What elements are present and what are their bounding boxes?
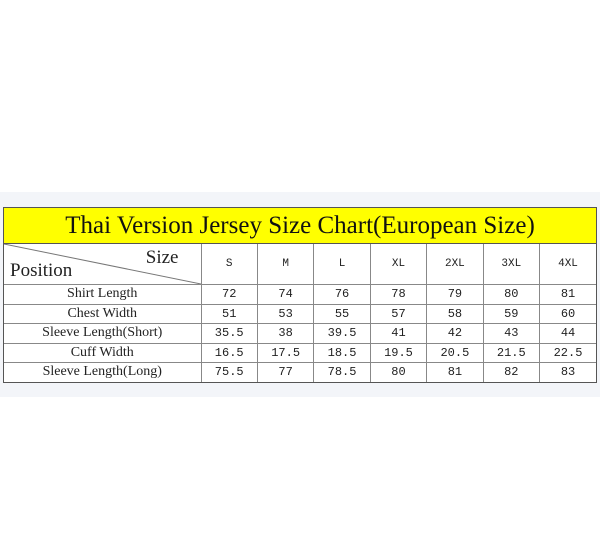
measurement-cell: 44 bbox=[539, 323, 596, 344]
measurement-cell: 80 bbox=[482, 284, 541, 305]
measurement-cell: 53 bbox=[256, 303, 315, 324]
measurement-cell: 81 bbox=[539, 284, 596, 305]
measurement-cell: 78 bbox=[369, 284, 428, 305]
diagonal-divider bbox=[4, 244, 201, 284]
corner-cell: Size Position bbox=[4, 244, 202, 285]
measurement-cell: 19.5 bbox=[369, 342, 428, 363]
measurement-cell: 80 bbox=[369, 362, 428, 382]
measurement-cell: 72 bbox=[200, 284, 258, 305]
measurement-cell: 43 bbox=[482, 323, 541, 344]
table-row: Shirt Length 72 74 76 78 79 80 81 bbox=[4, 284, 596, 305]
measurement-cell: 82 bbox=[482, 362, 541, 382]
measurement-cell: 76 bbox=[313, 284, 371, 305]
size-header-2xl: 2XL bbox=[426, 244, 484, 285]
measurement-cell: 20.5 bbox=[426, 342, 484, 363]
measurement-cell: 21.5 bbox=[482, 342, 541, 363]
measurement-cell: 77 bbox=[256, 362, 315, 382]
position-label: Position bbox=[10, 260, 73, 281]
measurement-cell: 17.5 bbox=[256, 342, 315, 363]
measurement-cell: 51 bbox=[200, 303, 258, 324]
size-header-4xl: 4XL bbox=[539, 244, 596, 285]
measurement-cell: 22.5 bbox=[539, 342, 596, 363]
row-label: Cuff Width bbox=[4, 342, 202, 363]
table-row: Sleeve Length(Long) 75.5 77 78.5 80 81 82 83 bbox=[4, 362, 596, 382]
measurement-cell: 60 bbox=[539, 303, 596, 324]
row-label: Sleeve Length(Short) bbox=[4, 323, 202, 344]
size-header-xl: XL bbox=[369, 244, 428, 285]
table-row: Sleeve Length(Short) 35.5 38 39.5 41 42 43 44 bbox=[4, 323, 596, 344]
size-header-m: M bbox=[256, 244, 315, 285]
measurement-cell: 35.5 bbox=[200, 323, 258, 344]
chart-title: Thai Version Jersey Size Chart(European … bbox=[4, 208, 596, 244]
table-row: Chest Width 51 53 55 57 58 59 60 bbox=[4, 303, 596, 324]
measurement-cell: 59 bbox=[482, 303, 541, 324]
measurement-cell: 78.5 bbox=[313, 362, 371, 382]
measurement-cell: 57 bbox=[369, 303, 428, 324]
row-label: Chest Width bbox=[4, 303, 202, 324]
measurement-cell: 39.5 bbox=[313, 323, 371, 344]
measurement-cell: 74 bbox=[256, 284, 315, 305]
measurement-cell: 83 bbox=[539, 362, 596, 382]
size-label: Size bbox=[145, 247, 179, 268]
measurement-cell: 41 bbox=[369, 323, 428, 344]
size-header-l: L bbox=[313, 244, 371, 285]
measurement-cell: 81 bbox=[426, 362, 484, 382]
measurement-cell: 75.5 bbox=[200, 362, 258, 382]
size-header-s: S bbox=[200, 244, 258, 285]
measurement-cell: 58 bbox=[426, 303, 484, 324]
measurement-cell: 79 bbox=[426, 284, 484, 305]
header-row: Size Position S M L XL 2XL 3XL 4XL bbox=[4, 244, 596, 285]
measurement-cell: 18.5 bbox=[313, 342, 371, 363]
size-table: Size Position S M L XL 2XL 3XL 4XL Shirt Lengt… bbox=[4, 244, 596, 382]
row-label: Shirt Length bbox=[4, 284, 202, 305]
measurement-cell: 55 bbox=[313, 303, 371, 324]
size-header-3xl: 3XL bbox=[482, 244, 541, 285]
measurement-cell: 38 bbox=[256, 323, 315, 344]
row-label: Sleeve Length(Long) bbox=[4, 362, 202, 382]
measurement-cell: 42 bbox=[426, 323, 484, 344]
size-chart: Thai Version Jersey Size Chart(European … bbox=[3, 207, 597, 383]
measurement-cell: 16.5 bbox=[200, 342, 258, 363]
table-row: Cuff Width 16.5 17.5 18.5 19.5 20.5 21.5 22.5 bbox=[4, 342, 596, 363]
